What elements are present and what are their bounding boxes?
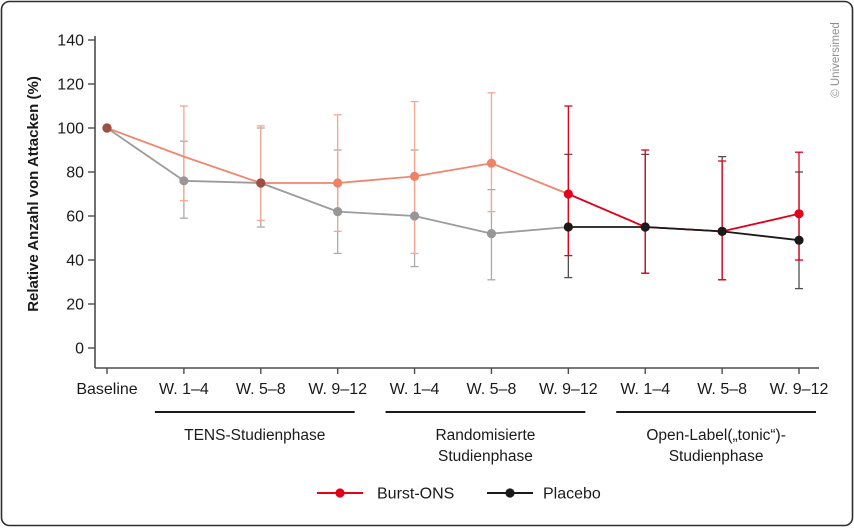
phase-label: Open-Label(„tonic“)- [646, 427, 786, 444]
data-point-placebo [640, 222, 650, 232]
series-line-placebo [414, 215, 492, 235]
legend-label: Burst-ONS [377, 486, 454, 503]
data-point-placebo [563, 222, 573, 232]
series-line-placebo [260, 182, 338, 213]
phase-label: Randomisierte [435, 427, 535, 444]
legend-swatch-dot [505, 488, 515, 498]
x-category-label: W. 1–4 [159, 381, 209, 398]
y-tick-label: 140 [57, 33, 84, 50]
series-line-placebo [645, 226, 723, 233]
data-point-burst-ons [333, 178, 343, 188]
series-line-burst-ons [337, 175, 415, 184]
x-category-label: W. 9–12 [770, 381, 829, 398]
phase-label: Studienphase [669, 448, 764, 465]
legend-swatch-dot [335, 488, 345, 498]
series-line-burst-ons [183, 155, 262, 184]
series-line-burst-ons [414, 162, 492, 178]
series-line-burst-ons [491, 162, 569, 195]
data-point-burst-ons [794, 209, 804, 219]
x-category-label: Baseline [76, 381, 137, 398]
series-line-placebo [722, 230, 800, 242]
y-tick-label: 60 [66, 209, 84, 226]
y-axis-title: Relative Anzahl von Attacken (%) [25, 76, 42, 312]
data-point-placebo [179, 176, 189, 186]
data-point-placebo [717, 226, 727, 236]
data-point-placebo [333, 207, 343, 217]
x-category-label: W. 5–8 [467, 381, 517, 398]
series-line-burst-ons [721, 212, 800, 233]
series-line-burst-ons [567, 193, 646, 228]
data-point-placebo [409, 211, 420, 221]
data-point-placebo [794, 235, 804, 245]
series-line-burst-ons [106, 127, 185, 158]
series-line-placebo [491, 226, 569, 235]
copyright-text: © Universimed [830, 22, 842, 98]
y-tick-label: 40 [66, 253, 84, 270]
y-tick-label: 20 [66, 297, 84, 314]
data-point-burst-ons [409, 171, 420, 181]
phase-label: TENS-Studienphase [184, 427, 325, 444]
x-category-label: W. 5–8 [236, 381, 286, 398]
data-point-placebo [486, 229, 497, 239]
phase-label: Studienphase [438, 448, 533, 465]
series-line-placebo [183, 179, 261, 184]
y-tick-label: 120 [57, 77, 84, 94]
y-tick-label: 0 [75, 341, 84, 358]
data-point-placebo [256, 178, 266, 188]
x-category-label: W. 5–8 [697, 381, 747, 398]
x-category-label: W. 9–12 [539, 381, 598, 398]
series-line-placebo [106, 127, 185, 182]
x-category-label: W. 9–12 [308, 381, 367, 398]
data-point-burst-ons [563, 189, 573, 199]
y-tick-label: 100 [57, 121, 84, 138]
y-tick-label: 80 [66, 165, 84, 182]
data-point-burst-ons [486, 158, 497, 168]
legend-label: Placebo [543, 486, 601, 503]
x-category-label: W. 1–4 [390, 381, 440, 398]
x-category-label: W. 1–4 [620, 381, 670, 398]
data-point-placebo [102, 123, 112, 133]
series-line-placebo [337, 210, 415, 217]
